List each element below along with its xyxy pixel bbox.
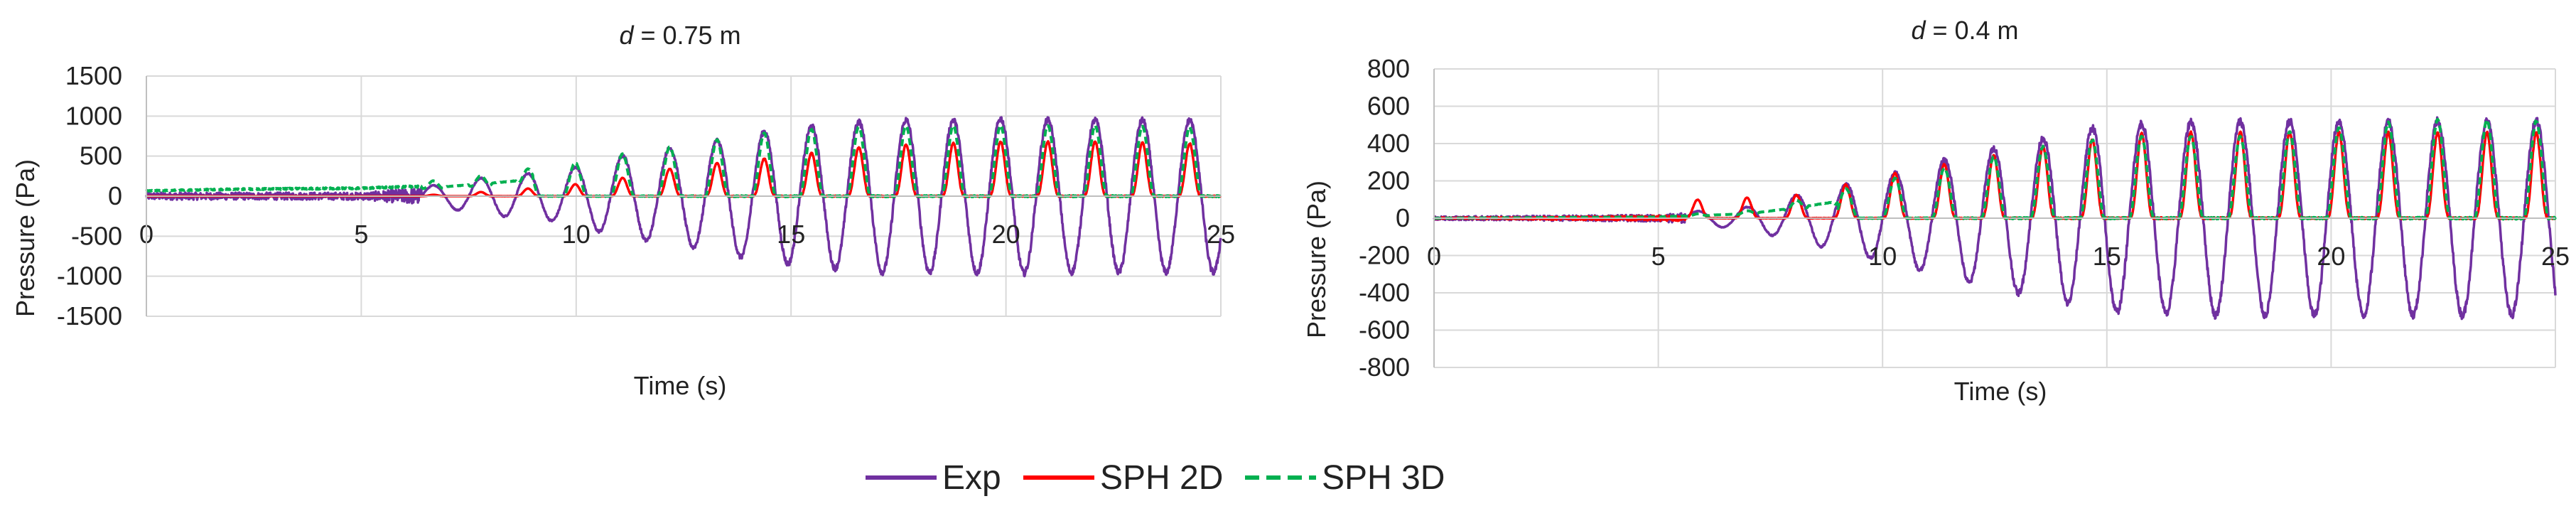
chart-left-ytick-label: -1500 xyxy=(57,301,122,330)
chart-left-xtick-label: 15 xyxy=(777,220,805,249)
chart-right-ytick-label: -800 xyxy=(1359,353,1410,382)
chart-left-ytick-label: 500 xyxy=(80,141,122,171)
chart-left-ytick-label: -500 xyxy=(71,221,122,250)
chart-left-xtick-label: 5 xyxy=(354,220,368,249)
chart-right-ytick-label: 800 xyxy=(1367,54,1410,83)
chart-left-xlabel: Time (s) xyxy=(634,371,727,400)
chart-right-ytick-label: -400 xyxy=(1359,278,1410,307)
chart-right-ytick-label: 600 xyxy=(1367,92,1410,121)
chart-left: d = 0.75 m 0 5 10 15 20 25150010005000-500-10… xyxy=(11,21,1235,400)
chart-right-ytick-label: -600 xyxy=(1359,316,1410,345)
chart-left-ytick-label: 1000 xyxy=(65,101,122,130)
chart-left-ytick-label: 1500 xyxy=(65,61,122,90)
chart-right-xtick-label: 10 xyxy=(1868,242,1897,271)
legend-label-sph-3d: SPH 3D xyxy=(1322,459,1445,497)
chart-right-xlabel: Time (s) xyxy=(1954,377,2047,406)
chart-right-ylabel: Pressure (Pa) xyxy=(1302,181,1331,338)
chart-right-series-sph-2d xyxy=(1433,130,2557,222)
chart-right-xtick-label: 15 xyxy=(2093,242,2121,271)
chart-right-xtick-label: 25 xyxy=(2541,242,2570,271)
chart-left-xtick-label: 10 xyxy=(562,220,591,249)
legend-label-sph-2d: SPH 2D xyxy=(1100,459,1223,497)
chart-left-ylabel: Pressure (Pa) xyxy=(11,159,40,317)
chart-right-title: d = 0.4 m xyxy=(1911,16,2018,45)
chart-right-xtick-label: 5 xyxy=(1651,242,1666,271)
chart-left-ytick-label: -1000 xyxy=(57,262,122,291)
chart-left-xtick-label: 20 xyxy=(992,220,1020,249)
legend-label-exp: Exp xyxy=(942,459,1001,497)
chart-left-title: d = 0.75 m xyxy=(619,21,740,50)
legend: Exp SPH 2D SPH 3D xyxy=(866,459,1445,497)
chart-right: d = 0.4 m 0 5 10 15 20 258006004002000-200-40… xyxy=(1302,16,2570,406)
chart-right-ytick-label: 200 xyxy=(1367,166,1410,195)
chart-left-xtick-label: 25 xyxy=(1207,220,1235,249)
chart-right-ytick-label: 0 xyxy=(1396,203,1410,232)
chart-right-ytick-label: 400 xyxy=(1367,129,1410,158)
chart-right-xtick-label: 20 xyxy=(2317,242,2345,271)
chart-left-ytick-label: 0 xyxy=(108,181,122,210)
chart-right-ytick-label: -200 xyxy=(1359,241,1410,270)
